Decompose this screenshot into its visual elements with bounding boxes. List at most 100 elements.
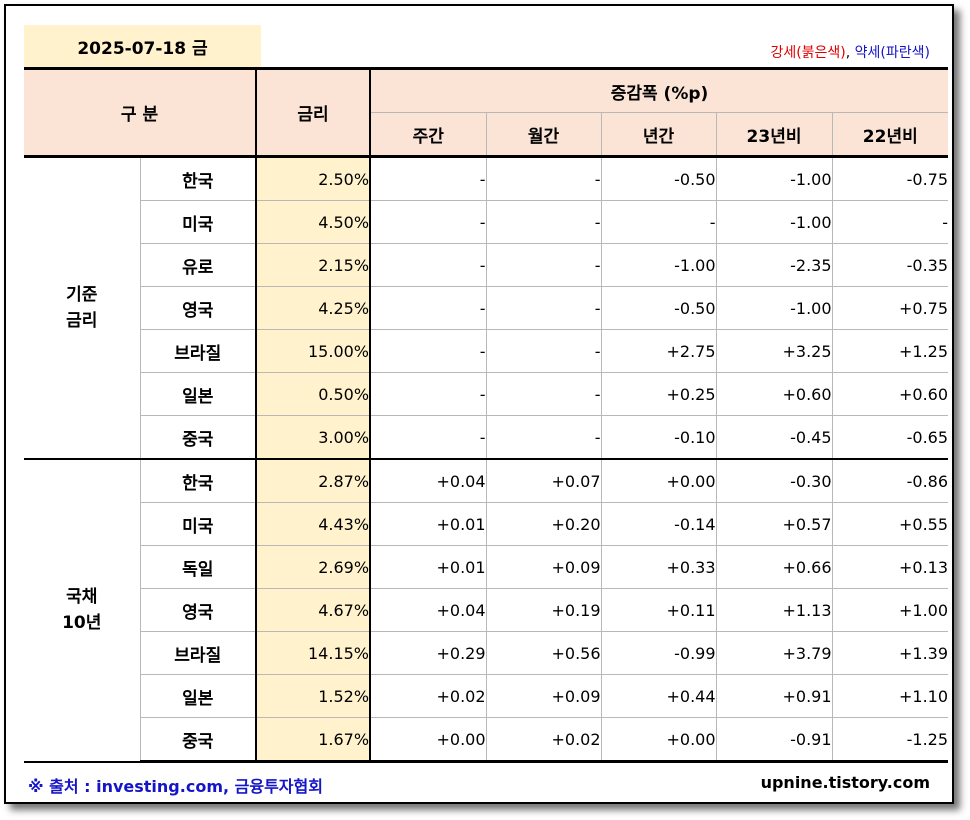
rate-cell: 2.69% xyxy=(255,545,371,589)
change-monthly-cell: - xyxy=(485,415,602,460)
report-frame: 2025-07-18 금 강세(붉은색), 약세(파란색) 구 분 금리 증감폭… xyxy=(4,4,954,804)
change-monthly-cell: +0.56 xyxy=(485,631,602,675)
change-vs23-cell: -0.45 xyxy=(715,415,833,460)
change-weekly-cell: +0.01 xyxy=(369,502,487,546)
change-yearly-cell: - xyxy=(600,200,717,244)
country-cell: 유로 xyxy=(139,243,257,287)
rate-cell: 4.43% xyxy=(255,502,371,546)
change-vs22-cell: -0.35 xyxy=(831,243,949,287)
change-vs23-cell: -0.30 xyxy=(715,459,833,503)
rate-cell: 14.15% xyxy=(255,631,371,675)
country-cell: 브라질 xyxy=(139,329,257,373)
change-vs23-cell: -0.91 xyxy=(715,717,833,763)
table-row: 영국 4.67% +0.04 +0.19 +0.11 +1.13 +1.00 xyxy=(24,588,949,632)
change-weekly-cell: - xyxy=(369,156,487,201)
table-row: 일본 0.50% - - +0.25 +0.60 +0.60 xyxy=(24,372,949,416)
change-monthly-cell: - xyxy=(485,156,602,201)
change-yearly-cell: -0.50 xyxy=(600,156,717,201)
rate-cell: 1.67% xyxy=(255,717,371,763)
country-cell: 중국 xyxy=(139,415,257,460)
legend-separator: , xyxy=(845,45,855,61)
header-weekly: 주간 xyxy=(369,112,487,158)
change-vs23-cell: +3.79 xyxy=(715,631,833,675)
change-monthly-cell: +0.19 xyxy=(485,588,602,632)
change-yearly-cell: +0.44 xyxy=(600,674,717,718)
change-yearly-cell: +0.00 xyxy=(600,459,717,503)
group-label-line2: 금리 xyxy=(66,311,98,331)
change-monthly-cell: +0.09 xyxy=(485,545,602,589)
country-cell: 브라질 xyxy=(139,631,257,675)
change-vs23-cell: +0.66 xyxy=(715,545,833,589)
change-vs23-cell: +3.25 xyxy=(715,329,833,373)
country-cell: 한국 xyxy=(139,459,257,503)
table-row: 유로 2.15% - - -1.00 -2.35 -0.35 xyxy=(24,243,949,287)
change-vs22-cell: -1.25 xyxy=(831,717,949,763)
date-label: 2025-07-18 금 xyxy=(24,25,261,67)
change-monthly-cell: - xyxy=(485,329,602,373)
change-monthly-cell: - xyxy=(485,372,602,416)
change-vs22-cell: +1.00 xyxy=(831,588,949,632)
header-rate: 금리 xyxy=(255,67,371,158)
header-gubun: 구 분 xyxy=(24,67,257,158)
table-row: 중국 3.00% - - -0.10 -0.45 -0.65 xyxy=(24,415,949,460)
country-cell: 독일 xyxy=(139,545,257,589)
change-weekly-cell: - xyxy=(369,200,487,244)
table-row: 일본 1.52% +0.02 +0.09 +0.44 +0.91 +1.10 xyxy=(24,674,949,718)
rate-cell: 2.50% xyxy=(255,156,371,201)
change-vs22-cell: -0.65 xyxy=(831,415,949,460)
change-weekly-cell: - xyxy=(369,372,487,416)
change-yearly-cell: +0.00 xyxy=(600,717,717,763)
header-change-group: 증감폭 (%p) xyxy=(369,67,949,113)
change-yearly-cell: +0.25 xyxy=(600,372,717,416)
color-legend: 강세(붉은색), 약세(파란색) xyxy=(770,42,930,62)
header-vs22: 22년비 xyxy=(831,112,949,158)
change-yearly-cell: -0.99 xyxy=(600,631,717,675)
change-vs22-cell: -0.75 xyxy=(831,156,949,201)
change-weekly-cell: +0.02 xyxy=(369,674,487,718)
change-weekly-cell: +0.04 xyxy=(369,459,487,503)
change-vs22-cell: +1.10 xyxy=(831,674,949,718)
table-row: 미국 4.43% +0.01 +0.20 -0.14 +0.57 +0.55 xyxy=(24,502,949,546)
table-row: 중국 1.67% +0.00 +0.02 +0.00 -0.91 -1.25 xyxy=(24,717,949,763)
change-monthly-cell: - xyxy=(485,200,602,244)
change-vs23-cell: -1.00 xyxy=(715,156,833,201)
group-label-line1: 기준 xyxy=(66,285,98,305)
country-cell: 영국 xyxy=(139,286,257,330)
source-note: ※ 출처 : investing.com, 금융투자협회 xyxy=(28,777,323,796)
change-vs22-cell: +1.39 xyxy=(831,631,949,675)
rate-cell: 3.00% xyxy=(255,415,371,460)
change-vs22-cell: +1.25 xyxy=(831,329,949,373)
change-vs22-cell: - xyxy=(831,200,949,244)
change-vs23-cell: +0.57 xyxy=(715,502,833,546)
table-row: 영국 4.25% - - -0.50 -1.00 +0.75 xyxy=(24,286,949,330)
country-cell: 중국 xyxy=(139,717,257,763)
table-row: 기준 금리 한국 2.50% - - -0.50 -1.00 -0.75 xyxy=(24,156,949,460)
table-row: 미국 4.50% - - - -1.00- xyxy=(24,200,949,244)
change-vs23-cell: +0.91 xyxy=(715,674,833,718)
change-monthly-cell: - xyxy=(485,286,602,330)
group-10y-bond: 국채 10년 한국 2.87% +0.04 +0.07 +0.00 -0.30 -0.86 미국 4… xyxy=(24,459,949,763)
change-yearly-cell: +2.75 xyxy=(600,329,717,373)
header-yearly: 년간 xyxy=(600,112,717,158)
table-row: 브라질 15.00% - - +2.75 +3.25 +1.25 xyxy=(24,329,949,373)
rate-cell: 1.52% xyxy=(255,674,371,718)
table-row: 독일 2.69% +0.01 +0.09 +0.33 +0.66 +0.13 xyxy=(24,545,949,589)
change-vs23-cell: +0.60 xyxy=(715,372,833,416)
country-cell: 영국 xyxy=(139,588,257,632)
rates-table: 구 분 금리 증감폭 (%p) 주간 월간 년간 23년비 22년비 기준 금리 한… xyxy=(24,67,949,763)
change-vs22-cell: +0.55 xyxy=(831,502,949,546)
change-monthly-cell: - xyxy=(485,243,602,287)
rate-cell: 4.25% xyxy=(255,286,371,330)
group-label: 국채 10년 xyxy=(24,459,140,763)
table-row: 브라질 14.15% +0.29 +0.56 -0.99 +3.79 +1.39 xyxy=(24,631,949,675)
change-yearly-cell: -0.14 xyxy=(600,502,717,546)
change-vs22-cell: +0.60 xyxy=(831,372,949,416)
change-vs23-cell: -1.00 xyxy=(715,286,833,330)
rate-cell: 15.00% xyxy=(255,329,371,373)
change-vs23-cell: -2.35 xyxy=(715,243,833,287)
change-weekly-cell: - xyxy=(369,415,487,460)
change-yearly-cell: -0.10 xyxy=(600,415,717,460)
change-weekly-cell: - xyxy=(369,286,487,330)
rate-cell: 2.87% xyxy=(255,459,371,503)
